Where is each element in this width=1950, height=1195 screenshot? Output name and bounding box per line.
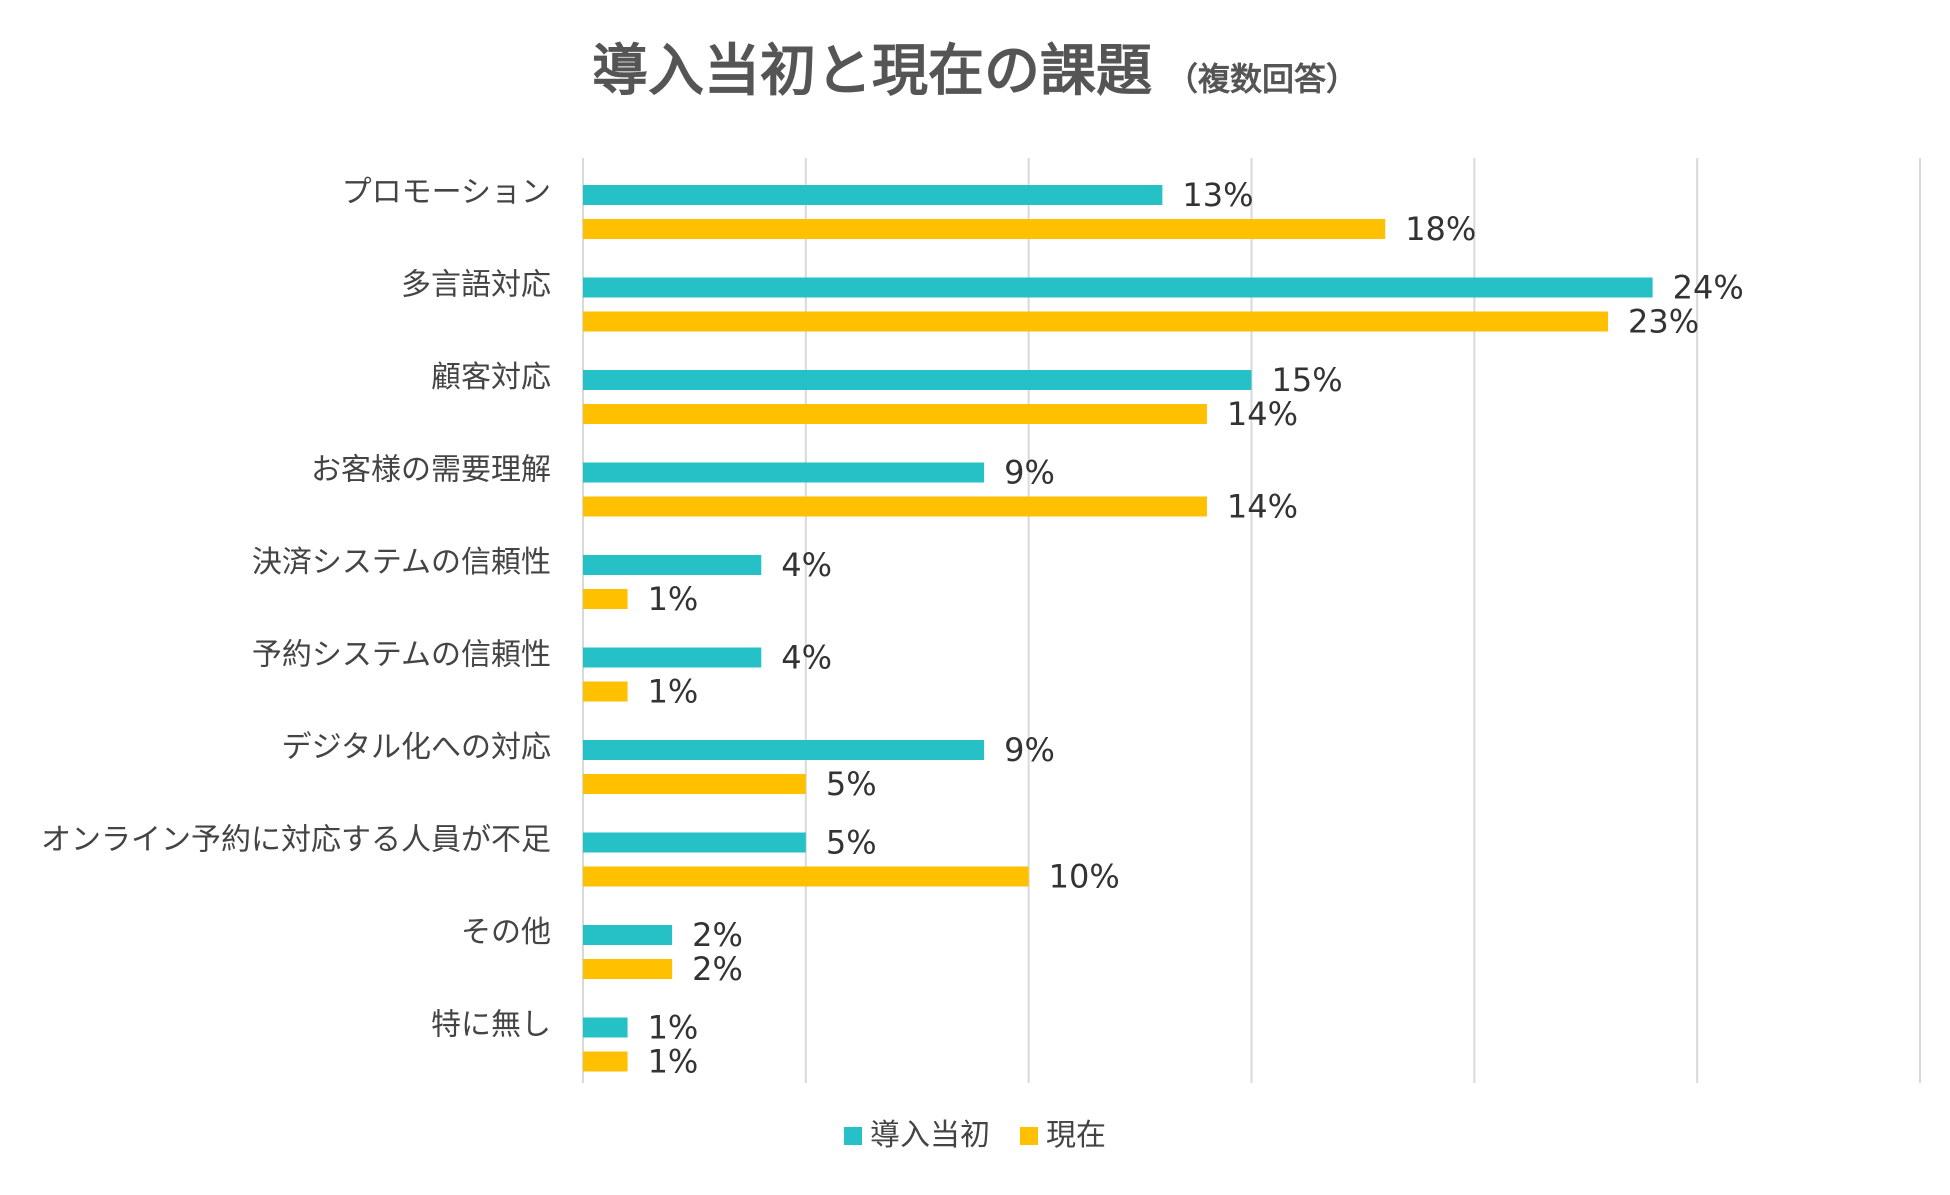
- category-label: 顧客対応: [431, 360, 551, 395]
- data-label: 10%: [1049, 858, 1120, 896]
- data-label: 4%: [781, 546, 832, 584]
- bar: [583, 959, 673, 979]
- category-label: その他: [461, 915, 551, 950]
- legend-label: 現在: [1046, 1118, 1106, 1153]
- data-label: 18%: [1405, 210, 1476, 248]
- legend-swatch: [1020, 1127, 1038, 1145]
- bar: [583, 866, 1029, 887]
- bar: [583, 1051, 628, 1072]
- data-label: 1%: [648, 673, 699, 711]
- bar: [583, 555, 762, 575]
- data-label: 9%: [1004, 454, 1055, 492]
- data-label: 2%: [692, 950, 743, 988]
- bar: [583, 462, 985, 483]
- data-label: 4%: [781, 639, 832, 677]
- data-label: 5%: [826, 824, 877, 862]
- category-label: お客様の需要理解: [311, 453, 551, 488]
- bar: [583, 496, 1207, 517]
- bars: [583, 185, 1653, 1072]
- bar: [583, 219, 1386, 239]
- category-label: 特に無し: [431, 1008, 551, 1043]
- data-label: 13%: [1182, 176, 1253, 214]
- data-label: 24%: [1673, 269, 1744, 307]
- data-label: 23%: [1628, 303, 1699, 341]
- category-label: 多言語対応: [401, 268, 551, 303]
- bar: [583, 185, 1163, 205]
- category-label: 予約システムの信頼性: [252, 638, 551, 673]
- bar: [583, 589, 628, 609]
- bar: [583, 925, 673, 945]
- category-label: 決済システムの信頼性: [252, 545, 551, 580]
- bar: [583, 277, 1653, 298]
- bar: [583, 740, 985, 760]
- bar: [583, 681, 628, 702]
- data-label: 15%: [1272, 361, 1343, 399]
- data-label: 1%: [648, 1009, 699, 1047]
- category-label: プロモーション: [342, 175, 551, 210]
- data-label: 2%: [692, 916, 743, 954]
- bar: [583, 311, 1609, 332]
- legend-swatch: [844, 1127, 862, 1145]
- legend: 導入当初 現在: [844, 1118, 1106, 1153]
- chart-title: 導入当初と現在の課題: [592, 39, 1152, 104]
- bar: [583, 647, 762, 668]
- data-label: 5%: [826, 765, 877, 803]
- category-label: デジタル化への対応: [282, 730, 551, 765]
- bar: [583, 774, 806, 794]
- bar: [583, 1017, 628, 1038]
- chart-subtitle: （複数回答）: [1166, 60, 1358, 98]
- legend-label: 導入当初: [870, 1118, 990, 1153]
- data-label: 14%: [1227, 395, 1298, 433]
- chart-title-group: 導入当初と現在の課題 （複数回答）: [592, 39, 1358, 104]
- bar: [583, 404, 1207, 424]
- bar: [583, 370, 1252, 390]
- bar: [583, 832, 806, 853]
- category-label: オンライン予約に対応する人員が不足: [41, 823, 551, 858]
- data-label: 1%: [648, 580, 699, 618]
- data-label: 9%: [1004, 731, 1055, 769]
- data-label: 1%: [648, 1043, 699, 1081]
- labels: プロモーション 13%18%多言語対応 24%23%顧客対応 15%14%お客様の需要…: [41, 175, 1744, 1081]
- data-label: 14%: [1227, 488, 1298, 526]
